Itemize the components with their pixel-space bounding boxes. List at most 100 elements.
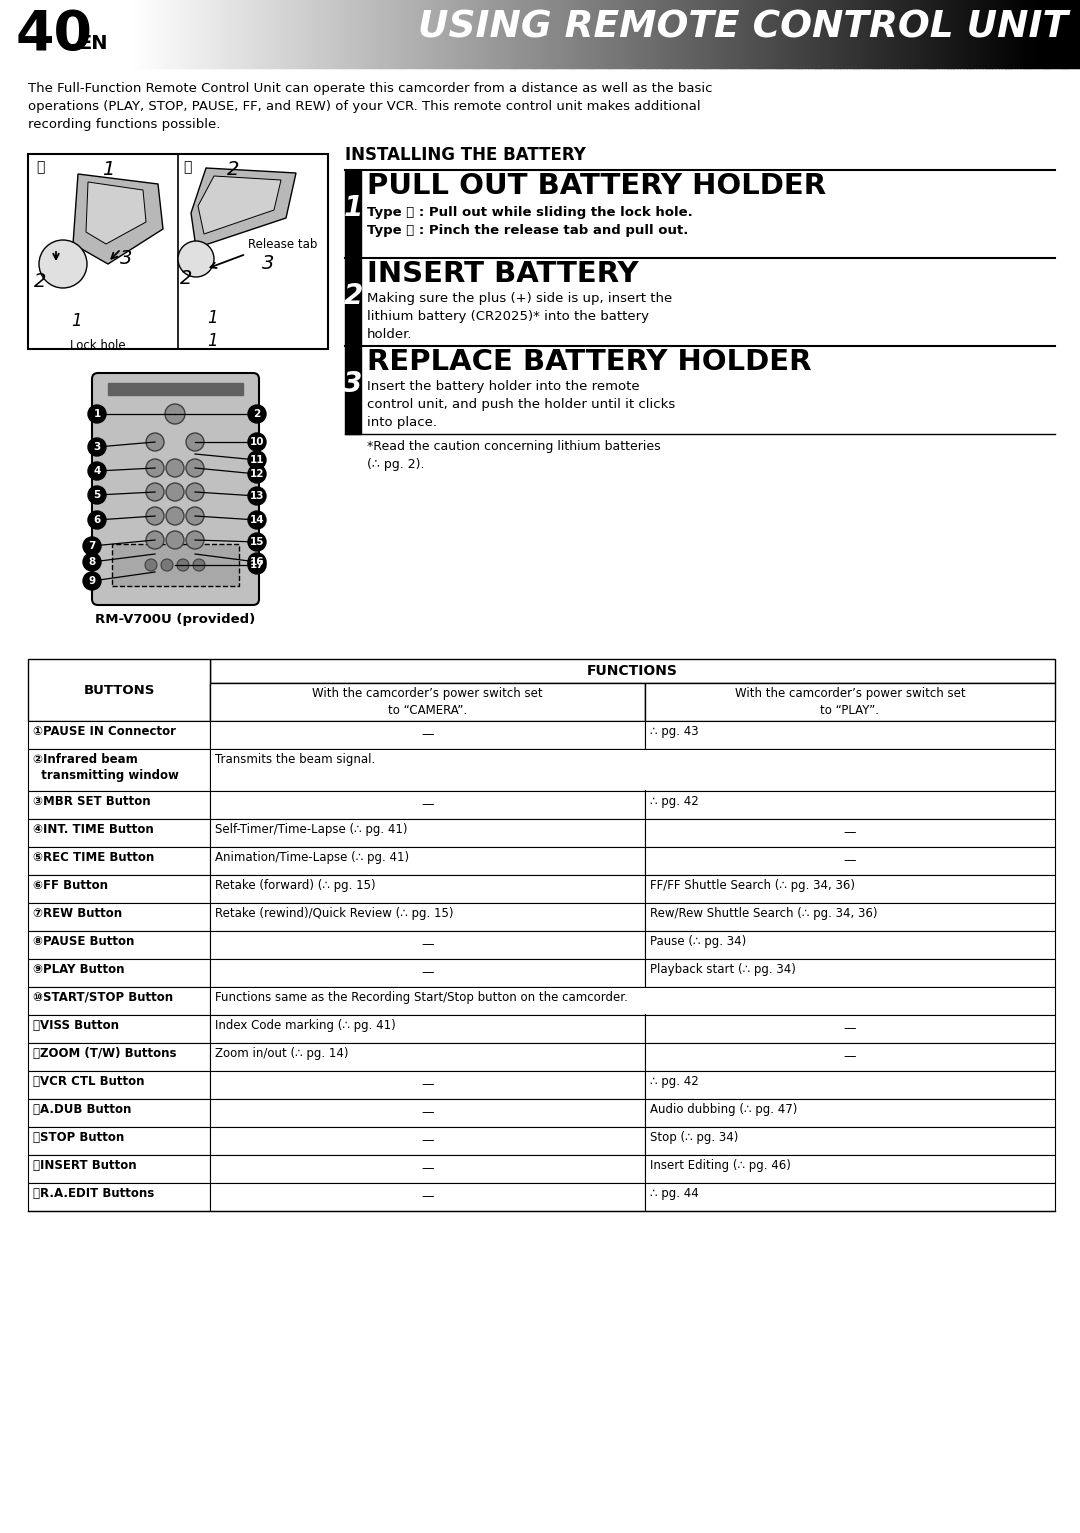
Text: 1: 1 — [102, 159, 114, 179]
Bar — [323, 0, 328, 67]
Text: FUNCTIONS: FUNCTIONS — [588, 664, 678, 678]
Text: Transmits the beam signal.: Transmits the beam signal. — [215, 753, 375, 766]
Bar — [218, 0, 224, 67]
Bar — [906, 0, 910, 67]
Bar — [367, 0, 373, 67]
Bar — [656, 0, 660, 67]
Text: Ⓑ: Ⓑ — [183, 159, 191, 175]
Bar — [462, 0, 468, 67]
Bar — [924, 0, 930, 67]
Bar — [184, 0, 189, 67]
Bar — [548, 0, 553, 67]
Text: INSTALLING THE BATTERY: INSTALLING THE BATTERY — [345, 146, 585, 164]
Bar — [1010, 0, 1015, 67]
Circle shape — [248, 451, 266, 469]
Bar — [156, 0, 160, 67]
Text: —: — — [843, 1023, 856, 1035]
Bar — [913, 0, 917, 67]
Bar — [469, 0, 473, 67]
Bar — [645, 960, 1055, 987]
Bar — [213, 0, 217, 67]
Bar — [28, 659, 210, 721]
Text: ⒳R.A.EDIT Buttons: ⒳R.A.EDIT Buttons — [33, 1187, 154, 1200]
Text: ⑨PLAY Button: ⑨PLAY Button — [33, 963, 124, 977]
Text: ②Infrared beam
  transmitting window: ②Infrared beam transmitting window — [33, 753, 179, 782]
Bar — [710, 0, 714, 67]
Bar — [1057, 0, 1063, 67]
Bar — [960, 0, 964, 67]
Text: 1: 1 — [207, 333, 218, 350]
Bar — [345, 170, 361, 258]
Bar — [697, 0, 702, 67]
Bar — [975, 0, 981, 67]
Bar — [28, 721, 210, 750]
Text: EN: EN — [78, 34, 108, 54]
Bar — [1070, 0, 1076, 67]
Bar — [777, 0, 781, 67]
Bar — [934, 0, 939, 67]
Bar — [475, 0, 480, 67]
Bar — [726, 0, 730, 67]
Text: 3: 3 — [93, 442, 100, 452]
Bar — [130, 0, 135, 67]
Text: Functions same as the Recording Start/Stop button on the camcorder.: Functions same as the Recording Start/St… — [215, 990, 627, 1004]
Bar — [941, 0, 945, 67]
Bar — [779, 0, 784, 67]
Bar — [865, 0, 869, 67]
Circle shape — [87, 438, 106, 455]
Text: ⑤REC TIME Button: ⑤REC TIME Button — [33, 851, 154, 865]
Bar — [637, 0, 642, 67]
Bar — [887, 0, 891, 67]
Bar — [424, 0, 429, 67]
Text: ①PAUSE IN Connector: ①PAUSE IN Connector — [33, 725, 176, 737]
Bar — [577, 0, 581, 67]
Bar — [28, 1127, 210, 1154]
Bar — [950, 0, 955, 67]
Bar — [472, 0, 476, 67]
Bar — [592, 0, 597, 67]
Bar — [1036, 0, 1040, 67]
Bar — [1032, 0, 1037, 67]
Bar — [28, 1099, 210, 1127]
Bar — [645, 721, 1055, 750]
Text: ⑯INSERT Button: ⑯INSERT Button — [33, 1159, 137, 1173]
Bar — [969, 0, 974, 67]
Bar — [991, 0, 996, 67]
Circle shape — [248, 432, 266, 451]
Text: —: — — [421, 1191, 434, 1203]
Bar — [523, 0, 527, 67]
Bar — [28, 1072, 210, 1099]
Bar — [380, 0, 384, 67]
Bar — [754, 0, 758, 67]
Text: 13: 13 — [249, 491, 265, 501]
Text: With the camcorder’s power switch set
to “CAMERA”.: With the camcorder’s power switch set to… — [312, 687, 543, 717]
Circle shape — [83, 537, 102, 555]
Text: ⑩START/STOP Button: ⑩START/STOP Button — [33, 990, 173, 1004]
Bar — [210, 903, 645, 931]
Circle shape — [83, 572, 102, 590]
Text: FF/FF Shuttle Search (∴ pg. 34, 36): FF/FF Shuttle Search (∴ pg. 34, 36) — [650, 878, 855, 892]
Bar — [829, 0, 835, 67]
Bar — [645, 684, 1055, 721]
Bar — [700, 0, 704, 67]
Bar — [916, 0, 920, 67]
Circle shape — [248, 405, 266, 423]
Bar — [225, 0, 230, 67]
Bar — [190, 0, 194, 67]
Bar — [139, 0, 144, 67]
Bar — [824, 0, 828, 67]
Circle shape — [165, 405, 185, 425]
Bar — [659, 0, 663, 67]
Bar — [821, 0, 825, 67]
Bar — [329, 0, 334, 67]
Bar — [580, 0, 584, 67]
Bar — [361, 0, 366, 67]
Bar — [516, 0, 521, 67]
Text: 6: 6 — [93, 515, 100, 524]
Bar — [621, 0, 625, 67]
Text: 40: 40 — [16, 8, 93, 61]
Text: USING REMOTE CONTROL UNIT: USING REMOTE CONTROL UNIT — [418, 11, 1068, 46]
Bar — [383, 0, 388, 67]
Bar — [313, 0, 319, 67]
Bar — [675, 0, 679, 67]
